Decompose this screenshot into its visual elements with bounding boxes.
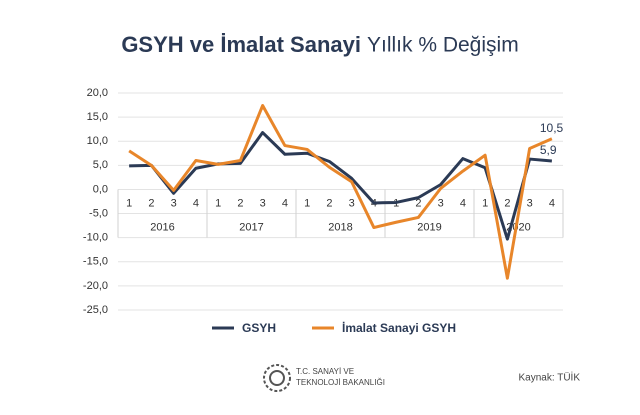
x-tick-label: 2 bbox=[148, 197, 154, 209]
x-tick-label: 2 bbox=[237, 197, 243, 209]
y-tick-label: -15,0 bbox=[83, 256, 108, 268]
x-tick-label: 3 bbox=[349, 197, 355, 209]
x-tick-label: 1 bbox=[304, 197, 310, 209]
x-tick-label: 3 bbox=[438, 197, 444, 209]
y-tick-label: 0,0 bbox=[93, 183, 108, 195]
x-tick-label: 3 bbox=[527, 197, 533, 209]
x-tick-label: 4 bbox=[549, 197, 555, 209]
x-tick-label: 4 bbox=[460, 197, 466, 209]
x-tick-label: 3 bbox=[260, 197, 266, 209]
x-tick-label: 1 bbox=[215, 197, 221, 209]
year-label: 2018 bbox=[328, 221, 352, 233]
x-tick-label: 2 bbox=[326, 197, 332, 209]
source: Kaynak: TÜİK bbox=[518, 371, 580, 384]
x-tick-label: 2 bbox=[415, 197, 421, 209]
y-tick-label: 10,0 bbox=[87, 135, 108, 147]
chart-subtitle: Yıllık % Değişim bbox=[367, 34, 519, 57]
y-tick-label: -25,0 bbox=[83, 304, 108, 316]
year-label: 2016 bbox=[150, 221, 174, 233]
x-tick-label: 2 bbox=[504, 197, 510, 209]
x-tick-label: 1 bbox=[482, 197, 488, 209]
y-tick-label: 20,0 bbox=[87, 87, 108, 99]
x-tick-label: 3 bbox=[171, 197, 177, 209]
ministry-name: T.C. SANAYİ VE bbox=[296, 367, 354, 376]
value-label: 5,9 bbox=[540, 143, 557, 157]
year-label: 2017 bbox=[239, 221, 263, 233]
y-tick-label: 5,0 bbox=[93, 159, 108, 171]
x-tick-label: 1 bbox=[126, 197, 132, 209]
x-tick-label: 4 bbox=[193, 197, 199, 209]
series-line bbox=[129, 131, 553, 241]
legend-label: İmalat Sanayi GSYH bbox=[342, 320, 456, 335]
y-tick-label: 15,0 bbox=[87, 111, 108, 123]
legend-label: GSYH bbox=[242, 321, 276, 335]
y-tick-label: -5,0 bbox=[89, 207, 108, 219]
x-tick-label: 4 bbox=[282, 197, 288, 209]
series-line bbox=[128, 104, 553, 280]
y-tick-label: -10,0 bbox=[83, 232, 108, 244]
chart-title: GSYH ve İmalat Sanayi bbox=[121, 32, 361, 57]
value-label: 10,5 bbox=[540, 121, 564, 135]
ministry-name: TEKNOLOJİ BAKANLIĞI bbox=[296, 378, 385, 387]
year-label: 2019 bbox=[417, 221, 441, 233]
ministry-logo bbox=[263, 364, 291, 392]
y-tick-label: -20,0 bbox=[83, 280, 108, 292]
